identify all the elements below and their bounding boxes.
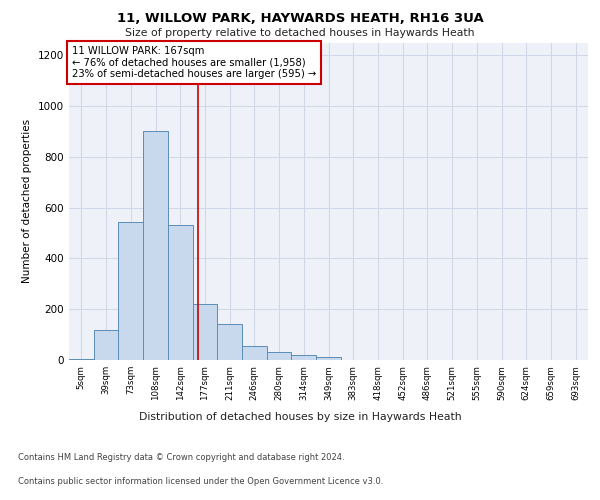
Bar: [69, 358, 94, 360]
Bar: [242, 346, 267, 360]
Y-axis label: Number of detached properties: Number of detached properties: [22, 119, 32, 284]
Text: Contains public sector information licensed under the Open Government Licence v3: Contains public sector information licen…: [18, 477, 383, 486]
Text: 11, WILLOW PARK, HAYWARDS HEATH, RH16 3UA: 11, WILLOW PARK, HAYWARDS HEATH, RH16 3U…: [116, 12, 484, 26]
Text: Distribution of detached houses by size in Haywards Heath: Distribution of detached houses by size …: [139, 412, 461, 422]
Bar: [118, 222, 143, 360]
Bar: [267, 352, 292, 360]
Text: Contains HM Land Registry data © Crown copyright and database right 2024.: Contains HM Land Registry data © Crown c…: [18, 454, 344, 462]
Bar: [217, 324, 242, 360]
Bar: [143, 132, 168, 360]
Bar: [316, 358, 341, 360]
Bar: [94, 330, 118, 360]
Bar: [292, 355, 316, 360]
Text: 11 WILLOW PARK: 167sqm
← 76% of detached houses are smaller (1,958)
23% of semi-: 11 WILLOW PARK: 167sqm ← 76% of detached…: [71, 46, 316, 79]
Text: Size of property relative to detached houses in Haywards Heath: Size of property relative to detached ho…: [125, 28, 475, 38]
Bar: [168, 226, 193, 360]
Bar: [193, 304, 217, 360]
